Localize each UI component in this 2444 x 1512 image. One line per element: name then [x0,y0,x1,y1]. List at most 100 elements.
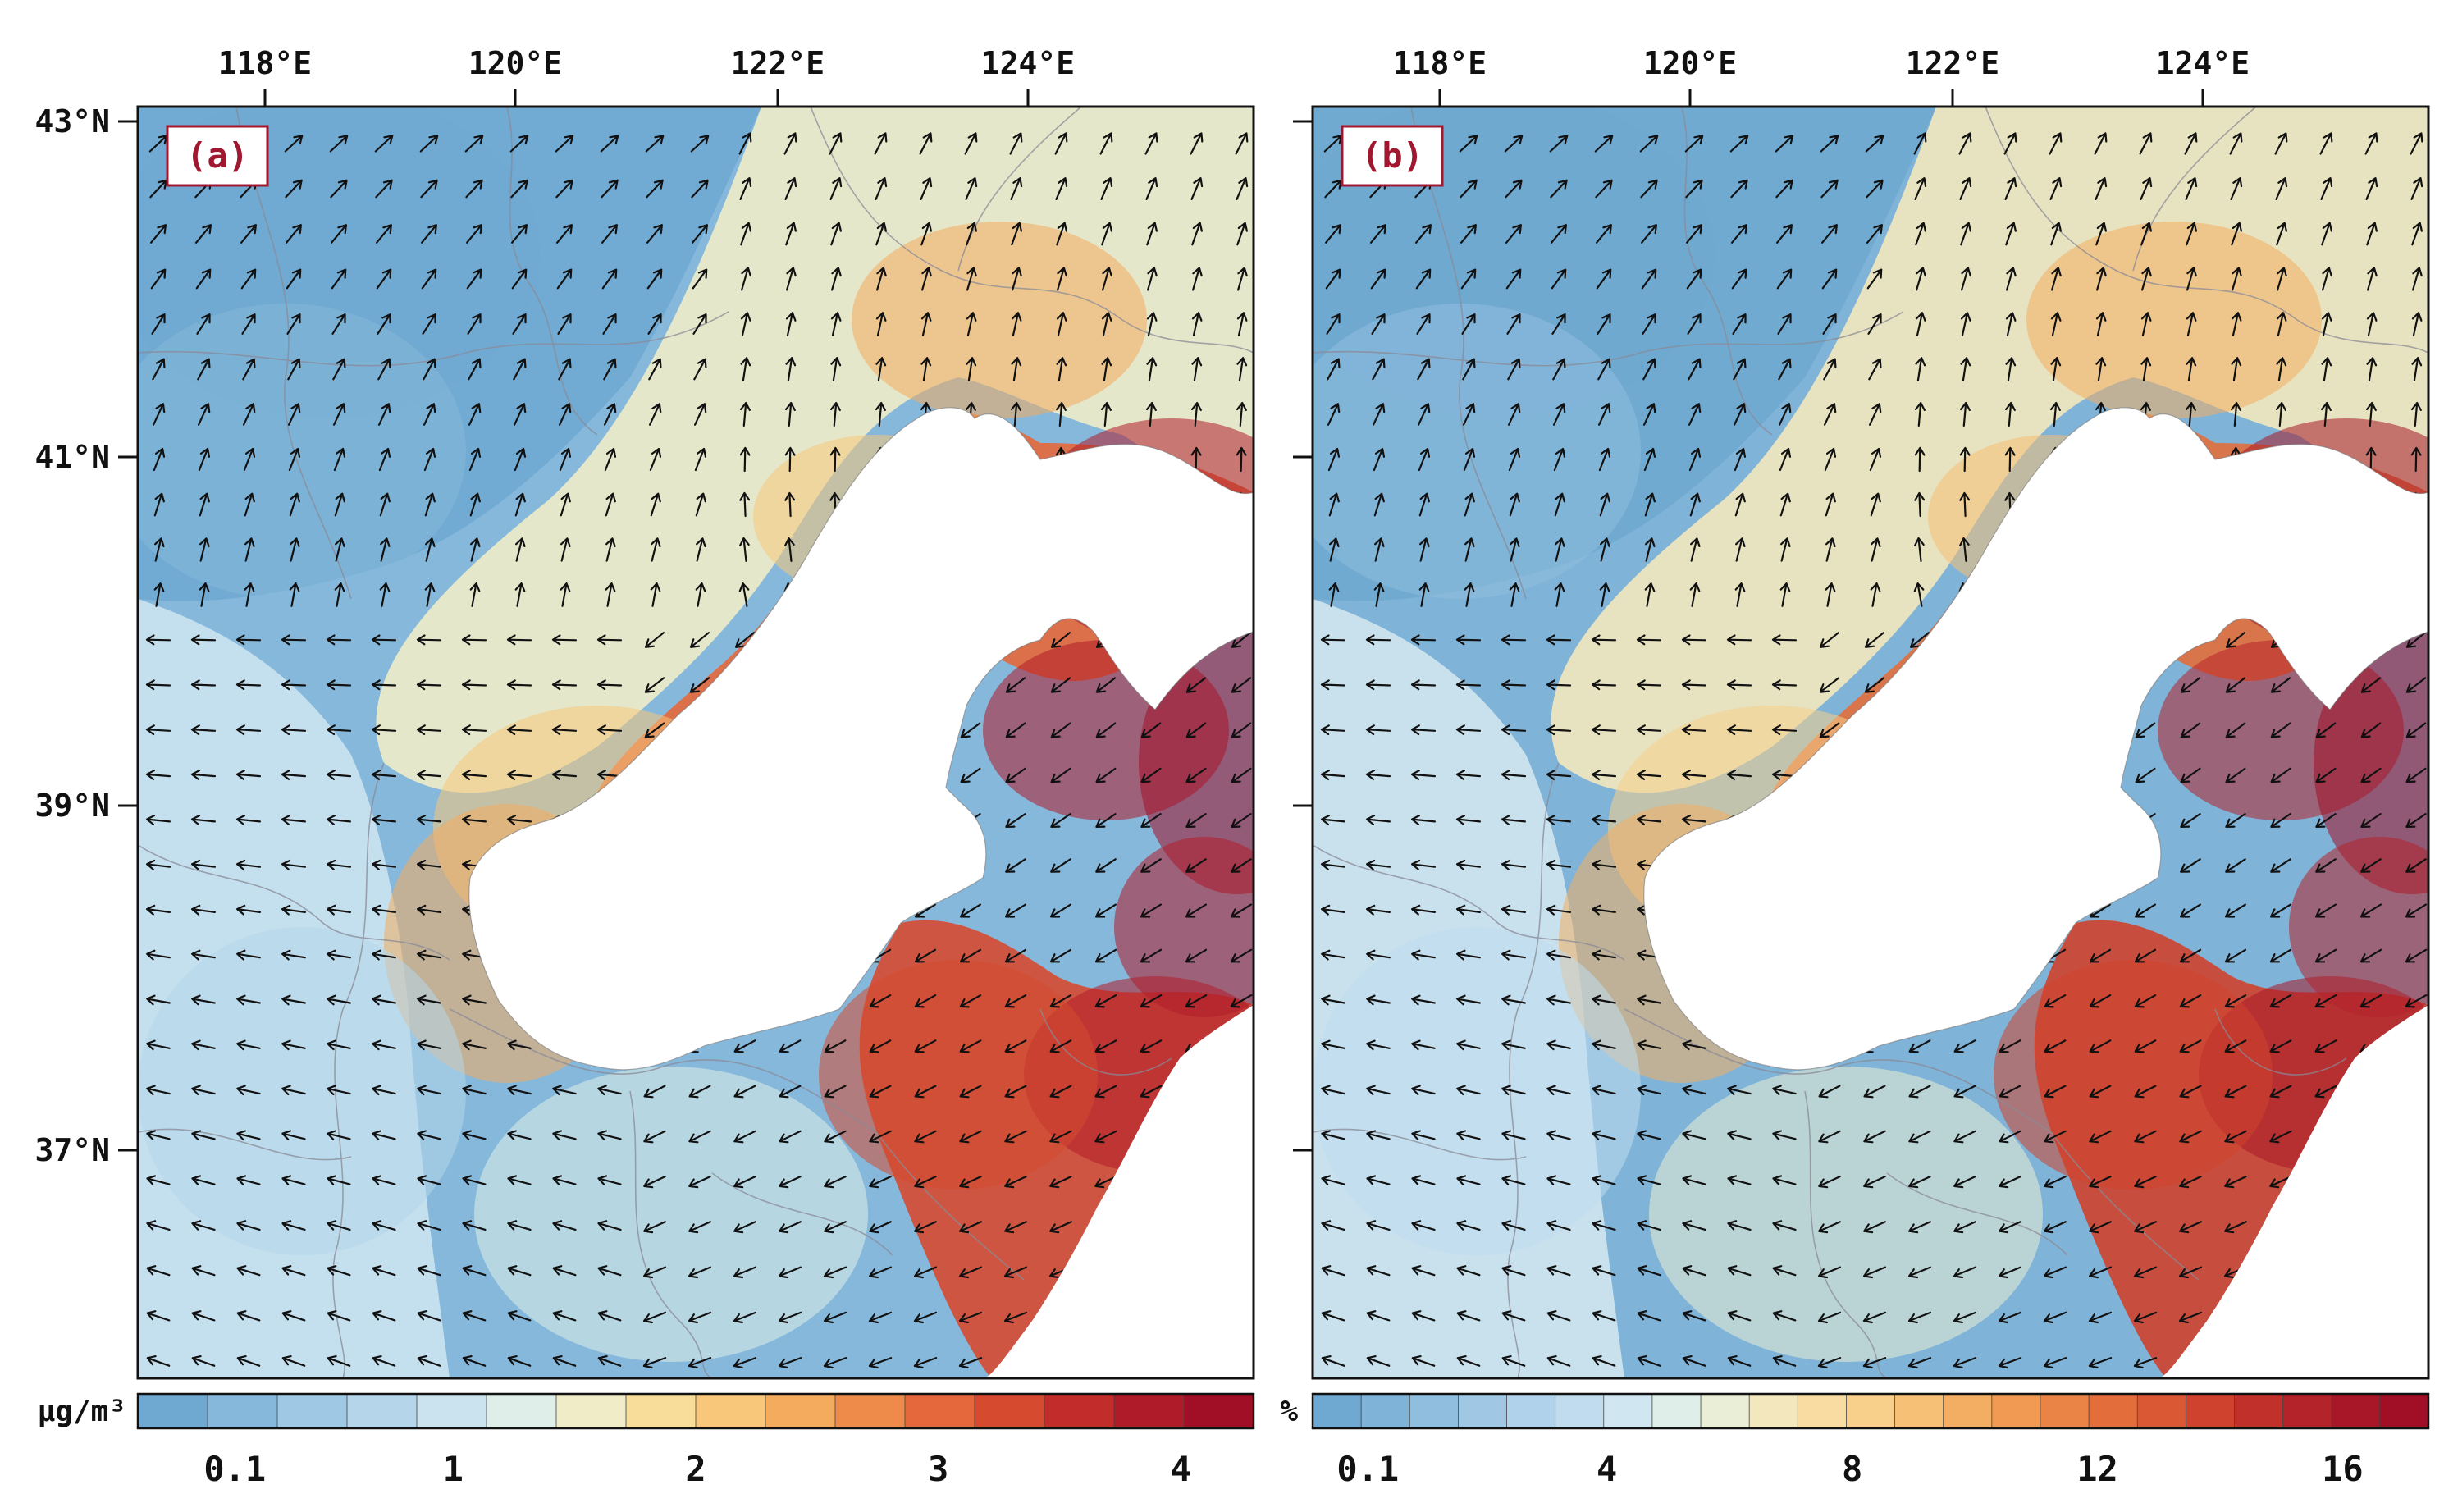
wind-arrow [779,1176,802,1189]
wind-arrow [1820,179,1839,199]
wind-arrow [1550,179,1568,199]
wind-arrow [1416,313,1431,335]
wind-arrow [688,1085,711,1099]
wind-arrow [605,582,616,607]
wind-arrow [1908,1039,1931,1053]
wind-arrow [1637,1220,1661,1231]
wind-arrow [281,724,307,736]
wind-arrow [286,224,302,244]
wind-arrow [191,904,216,916]
wind-arrow [1411,815,1436,825]
wind-arrow [959,994,982,1008]
wind-arrow [869,1085,892,1099]
wind-arrow [191,1085,216,1096]
wind-arrow [1455,770,1482,780]
wind-arrow [1366,1130,1391,1140]
wind-arrow [1592,949,1616,961]
wind-arrow [1870,582,1881,607]
wind-arrow [959,1176,982,1189]
colorbar-swatch [416,1393,487,1429]
wind-arrow [2089,1085,2112,1099]
wind-arrow [824,1221,847,1234]
wind-arrow [1147,267,1158,291]
wind-arrow [1727,1085,1752,1096]
wind-arrow [2043,1357,2067,1369]
wind-arrow [1049,1039,1072,1053]
wind-arrow [604,447,617,472]
wind-arrow [1501,904,1526,916]
wind-arrow [1546,1175,1571,1185]
wind-arrow [1734,403,1747,426]
wind-arrow [1321,1265,1345,1277]
wind-arrow [1863,1221,1886,1234]
wind-arrow [1726,679,1752,691]
wind-arrow [1914,537,1925,562]
wind-arrow [1645,537,1656,562]
wind-arrow [146,1265,171,1277]
wind-arrow [507,1039,532,1051]
wind-arrow [964,132,978,155]
wind-arrow [1734,582,1746,607]
wind-arrow [2360,903,2382,918]
wind-arrow [2044,994,2067,1008]
wind-arrow [688,1176,711,1189]
wind-arrow [1546,815,1571,825]
wind-arrow [372,949,396,961]
wind-arrow [688,1357,712,1369]
wind-arrow [1637,994,1661,1006]
wind-arrow [1231,677,1252,693]
wind-arrow [1681,770,1707,780]
wind-arrow [1005,858,1026,873]
wind-arrow [1463,447,1476,472]
colorbar-swatch [1651,1393,1702,1429]
wind-arrow [2269,948,2292,963]
wind-arrow [417,1085,441,1096]
wind-arrow [2366,222,2378,246]
wind-arrow [1501,724,1527,736]
wind-arrow [191,1130,216,1140]
wind-arrow [462,1039,487,1051]
wind-arrow [1597,313,1611,335]
wind-arrow [417,1355,441,1367]
wind-arrow [1914,446,1926,473]
wind-arrow [1100,177,1113,200]
wind-arrow [1056,402,1067,427]
wind-arrow [417,859,441,870]
wind-arrow [960,903,981,918]
wind-arrow [1321,1220,1345,1231]
wind-arrow [146,1355,171,1367]
wind-arrow [2405,858,2427,873]
wind-arrow [1546,904,1571,916]
wind-arrow [2051,267,2062,291]
wind-arrow [1455,724,1482,736]
wind-arrow [198,447,211,472]
wind-arrow [507,1265,532,1277]
wind-arrow [286,313,301,335]
wind-arrow [285,179,303,199]
wind-arrow [2088,1311,2113,1324]
wind-arrow [1373,447,1386,472]
wind-arrow [1231,903,1252,918]
wind-arrow [2314,948,2337,963]
wind-arrow [1505,268,1522,290]
wind-arrow [327,1039,351,1051]
wind-arrow [1236,312,1248,336]
wind-arrow [1366,1310,1391,1322]
wind-arrow [1636,679,1662,691]
wind-arrow [509,135,529,153]
wind-arrow [2184,132,2198,155]
wind-arrow [1818,1221,1841,1234]
wind-arrow [1915,222,1926,246]
wind-arrow [1959,537,1970,562]
wind-arrow [327,1220,351,1231]
colorbar-unit: % [1280,1395,1298,1428]
wind-arrow [741,267,751,291]
wind-arrow [1463,403,1476,426]
wind-arrow [1644,492,1656,517]
wind-arrow [552,1175,577,1185]
wind-arrow [1508,403,1521,426]
colorbar-swatch [1457,1393,1508,1429]
wind-arrow [1456,994,1481,1006]
wind-arrow [1958,132,1972,155]
wind-arrow [1637,815,1661,825]
